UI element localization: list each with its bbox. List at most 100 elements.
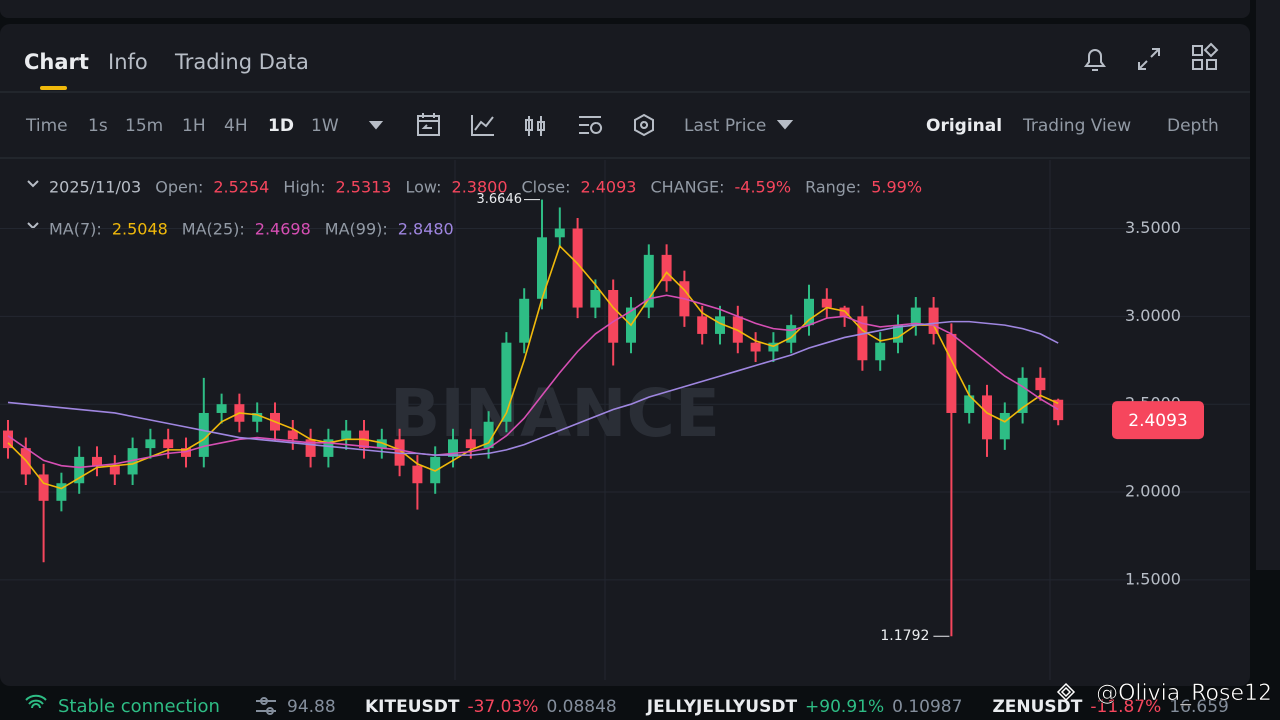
legend-value: 2.5254 bbox=[213, 178, 269, 197]
legend-value: 2.5313 bbox=[336, 178, 392, 197]
layout-icon[interactable] bbox=[1192, 59, 1203, 70]
interval[interactable]: 15m bbox=[125, 116, 163, 136]
legend-value: 2.4093 bbox=[580, 178, 636, 197]
calendar-icon[interactable] bbox=[418, 113, 439, 129]
legend-label: MA(7): bbox=[49, 220, 102, 239]
legend-label: Close: bbox=[522, 178, 571, 197]
candle-body bbox=[537, 237, 547, 299]
legend-date: 2025/11/03 bbox=[49, 178, 141, 197]
candle-body bbox=[821, 298, 832, 308]
candle-icon[interactable] bbox=[525, 116, 545, 136]
candle-body bbox=[554, 228, 565, 238]
tab[interactable]: Chart bbox=[24, 50, 89, 74]
price-type-caret[interactable] bbox=[776, 120, 794, 130]
high-marker-label: 3.6646 bbox=[477, 192, 523, 207]
ticker-symbol[interactable]: KITEUSDT bbox=[365, 697, 460, 717]
candle-body bbox=[394, 439, 405, 466]
toolbar-icons bbox=[27, 113, 794, 230]
user-watermark: @Olivia_Rose12 bbox=[1096, 681, 1272, 706]
candle-body bbox=[786, 325, 797, 343]
candle-body bbox=[323, 439, 334, 457]
candle-body bbox=[305, 439, 316, 457]
chart-panel bbox=[0, 24, 1250, 686]
interval[interactable]: 1H bbox=[182, 116, 206, 136]
y-tick-label: 3.0000 bbox=[1125, 306, 1181, 325]
legend-value: 2.3800 bbox=[452, 178, 508, 197]
candle-body bbox=[341, 430, 352, 440]
candle-body bbox=[750, 342, 761, 352]
layout-icon[interactable] bbox=[1203, 42, 1219, 58]
watermark: BINANCE bbox=[390, 375, 720, 452]
legend-label: Open: bbox=[155, 178, 203, 197]
latency: 94.88 bbox=[287, 697, 336, 717]
view-option[interactable]: Original bbox=[926, 116, 1002, 136]
candle-body bbox=[92, 456, 102, 466]
fullscreen-icon[interactable] bbox=[1138, 48, 1160, 70]
ticker-symbol[interactable]: JELLYJELLYUSDT bbox=[646, 697, 798, 717]
candle-body bbox=[38, 474, 49, 501]
legend-label: MA(99): bbox=[325, 220, 388, 239]
legend-value: 5.99% bbox=[871, 178, 922, 197]
legend-value: 2.8480 bbox=[398, 220, 454, 239]
line-chart-icon[interactable] bbox=[471, 115, 494, 136]
side-panel bbox=[1256, 0, 1280, 570]
legend-label: High: bbox=[283, 178, 325, 197]
indicator-icon[interactable] bbox=[579, 116, 603, 134]
layout-icon[interactable] bbox=[1206, 59, 1217, 70]
legend-value: -4.59% bbox=[734, 178, 791, 197]
interval[interactable]: 4H bbox=[224, 116, 248, 136]
collapse-icon[interactable] bbox=[27, 180, 39, 230]
ticker-symbol[interactable]: ZENUSDT bbox=[992, 697, 1082, 717]
candle-body bbox=[946, 333, 957, 413]
interval[interactable]: 1D bbox=[268, 116, 294, 136]
connection-status: Stable connection bbox=[58, 696, 220, 717]
tab[interactable]: Trading Data bbox=[174, 50, 309, 74]
candle-body bbox=[875, 342, 886, 361]
candle-body bbox=[910, 307, 921, 326]
legend-label: Range: bbox=[805, 178, 861, 197]
candle-body bbox=[999, 412, 1010, 440]
watermark-logo bbox=[1056, 682, 1076, 702]
interval[interactable]: 1s bbox=[88, 116, 108, 136]
ticker-price: 16.659 bbox=[1169, 697, 1228, 717]
y-tick-label: 3.5000 bbox=[1125, 218, 1181, 237]
header-icons bbox=[1084, 42, 1219, 71]
tab[interactable]: Info bbox=[108, 50, 148, 74]
top-panel bbox=[0, 0, 1250, 18]
candle-body bbox=[964, 395, 975, 413]
more-caret[interactable] bbox=[368, 121, 384, 130]
layout-icon[interactable] bbox=[1192, 45, 1203, 56]
candle-body bbox=[163, 439, 174, 449]
candle-body bbox=[661, 254, 672, 282]
slider-icon bbox=[256, 697, 276, 715]
calendar-icon[interactable] bbox=[417, 115, 440, 136]
candle-body bbox=[3, 430, 13, 449]
interval[interactable]: Time bbox=[25, 116, 68, 136]
candle-body bbox=[483, 421, 494, 449]
status-bar bbox=[0, 688, 1280, 720]
candle-body bbox=[252, 412, 263, 422]
candle-body bbox=[519, 298, 530, 343]
ticker-price: 0.08848 bbox=[546, 697, 616, 717]
candle-body bbox=[198, 412, 209, 457]
bell-icon[interactable] bbox=[1084, 49, 1106, 71]
settings-icon[interactable] bbox=[634, 113, 654, 137]
last-price-label: 2.4093 bbox=[1128, 411, 1187, 431]
candle-body bbox=[109, 465, 120, 475]
view-option[interactable]: Trading View bbox=[1022, 116, 1131, 136]
ticker-change: -11.87% bbox=[1090, 697, 1161, 717]
view-option[interactable]: Depth bbox=[1167, 116, 1219, 136]
legend-value: 2.5048 bbox=[112, 220, 168, 239]
candle-body bbox=[376, 439, 387, 449]
candle-body bbox=[56, 483, 67, 501]
ui: Chart Info Trading Data Time 1s 15m 1H 4H 1D 1W La… bbox=[24, 50, 1219, 239]
candle-body bbox=[643, 254, 654, 308]
wifi-icon bbox=[25, 694, 47, 709]
candle-body bbox=[501, 342, 512, 422]
interval[interactable]: 1W bbox=[311, 116, 339, 136]
candle-body bbox=[715, 316, 725, 334]
candle-body bbox=[465, 439, 476, 449]
candle-body bbox=[1017, 377, 1028, 413]
price-type[interactable]: Last Price bbox=[684, 116, 766, 136]
